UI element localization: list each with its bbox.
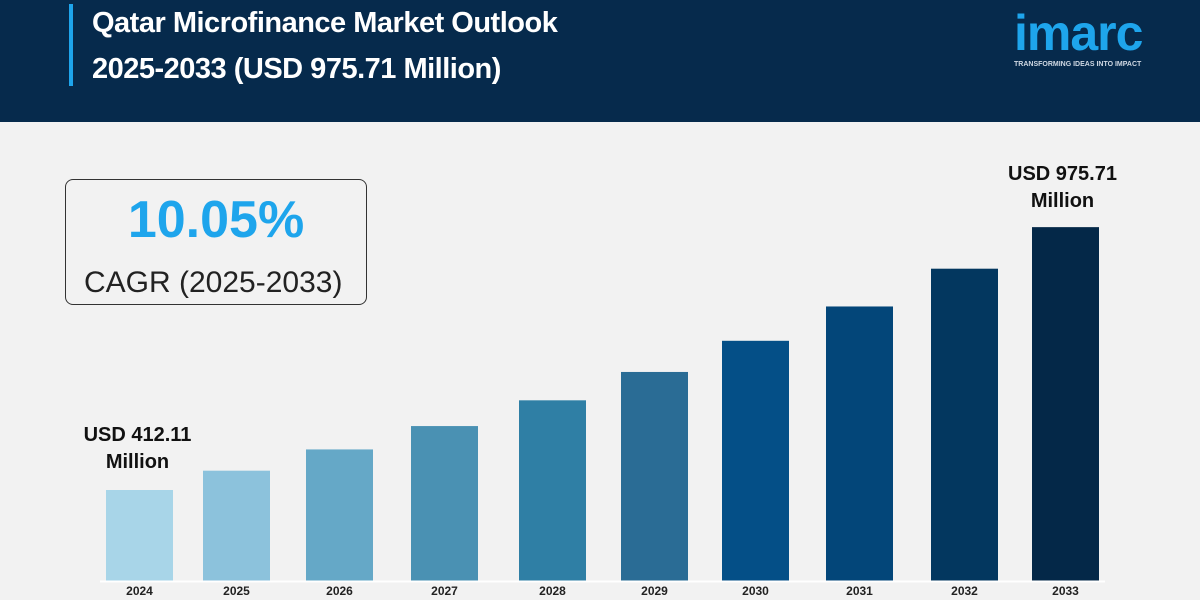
x-tick-label: 2025	[223, 584, 250, 598]
bar-2029	[621, 371, 688, 581]
title-line-1: Qatar Microfinance Market Outlook	[92, 7, 558, 39]
x-tick-label: 2032	[951, 584, 978, 598]
title-accent-bar	[69, 4, 73, 86]
bar-2026	[306, 449, 373, 581]
cagr-value: 10.05%	[127, 191, 305, 249]
cagr-box: 10.05% CAGR (2025-2033)	[65, 179, 367, 305]
annotation-start: USD 412.11 Million	[60, 422, 215, 476]
x-tick-label: 2024	[126, 584, 153, 598]
bar-2024	[106, 490, 173, 581]
page-title: Qatar Microfinance Market Outlook 2025-2…	[92, 0, 558, 92]
annotation-end-line1: USD 975.71	[1008, 163, 1117, 185]
bar-2032	[931, 268, 998, 581]
x-tick-label: 2027	[431, 584, 458, 598]
bar-2028	[519, 400, 586, 581]
bar-2027	[411, 426, 478, 581]
imarc-logo: imarc TRANSFORMING IDEAS INTO IMPACT	[1010, 4, 1170, 74]
x-tick-label: 2030	[742, 584, 769, 598]
annotation-start-line1: USD 412.11	[83, 424, 192, 446]
x-tick-label: 2033	[1052, 584, 1079, 598]
x-tick-label: 2031	[846, 584, 873, 598]
title-line-2: 2025-2033 (USD 975.71 Million)	[92, 53, 501, 85]
logo-wordmark: imarc	[1014, 5, 1143, 61]
x-tick-label: 2026	[326, 584, 353, 598]
cagr-label: CAGR (2025-2033)	[84, 266, 343, 299]
x-tick-label: 2029	[641, 584, 668, 598]
bar-2025	[203, 470, 270, 581]
annotation-end-line2: Million	[1030, 190, 1095, 212]
bar-2030	[722, 340, 789, 581]
logo-tagline: TRANSFORMING IDEAS INTO IMPACT	[1014, 61, 1142, 68]
bar-2031	[826, 306, 893, 581]
bar-2033	[1032, 227, 1099, 581]
annotation-start-line2: Million	[105, 451, 170, 473]
header-banner: Qatar Microfinance Market Outlook 2025-2…	[0, 0, 1200, 122]
annotation-end: USD 975.71 Million	[985, 161, 1140, 215]
x-tick-label: 2028	[539, 584, 566, 598]
